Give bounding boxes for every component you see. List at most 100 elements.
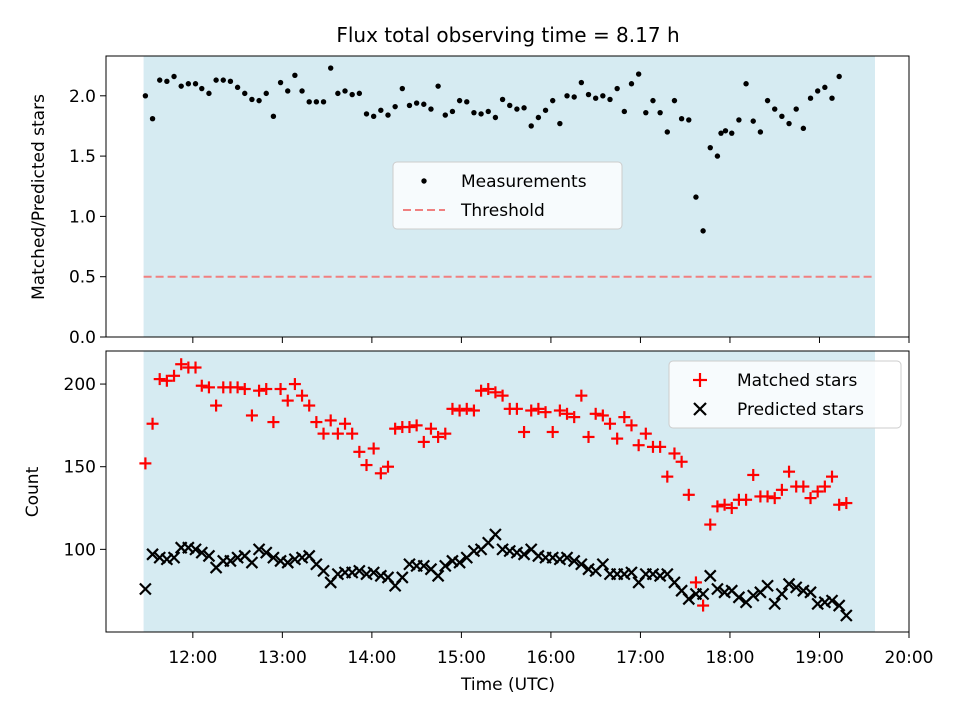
measurement-point [157, 77, 163, 83]
predicted-star-point [146, 548, 159, 561]
bottom-legend: Matched stars Predicted stars [668, 360, 902, 429]
matched-star-point [697, 599, 710, 612]
predicted-star-point [832, 599, 846, 612]
measurement-point [220, 77, 226, 83]
measurement-point [628, 81, 635, 87]
measurement-point [342, 88, 348, 94]
matched-star-point [168, 369, 181, 382]
measurement-point [793, 106, 799, 112]
matched-star-point [195, 379, 208, 392]
matched-star-point [346, 427, 359, 440]
measurement-point [707, 144, 713, 151]
predicted-star-point [696, 587, 710, 601]
matched-star-point [632, 439, 645, 452]
measurement-point [199, 85, 205, 92]
predicted-star-point [560, 551, 574, 564]
matched-star-point [747, 468, 760, 481]
matched-star-point [324, 414, 337, 427]
bottom-panel: 100 150 200 12:00 13:00 14:00 15:00 16:00 17:00… [23, 350, 934, 695]
measurement-point [535, 114, 542, 121]
measurement-point [700, 228, 706, 234]
measurement-point [285, 88, 291, 94]
measurement-point [471, 109, 477, 116]
legend-measurements-label: Measurements [461, 172, 587, 192]
measurement-point [256, 97, 262, 104]
measurement-point [507, 102, 513, 109]
predicted-star-point [396, 571, 409, 584]
measurement-point [277, 79, 284, 86]
matched-star-point [604, 417, 617, 430]
measurement-point [722, 128, 729, 134]
predicted-star-point [367, 566, 380, 579]
predicted-star-point [281, 556, 295, 569]
matched-star-point [417, 435, 430, 448]
predicted-star-point [189, 543, 202, 556]
matched-star-point [489, 386, 502, 399]
matched-star-point [704, 518, 717, 531]
matched-star-point [189, 361, 202, 374]
predicted-star-point [711, 582, 724, 596]
measurement-point [206, 90, 212, 97]
matched-star-point [303, 399, 316, 412]
matched-star-point [296, 389, 309, 402]
matched-star-point [654, 440, 667, 453]
measurement-point [521, 105, 527, 111]
matched-star-point [439, 427, 452, 440]
matched-star-point [238, 383, 251, 396]
measurement-point [185, 81, 192, 87]
matched-star-point [446, 402, 459, 415]
matched-star-point [518, 425, 531, 438]
measurement-point [178, 83, 184, 89]
matched-star-point [160, 374, 173, 387]
bottom-x-ticks: 12:00 13:00 14:00 15:00 16:00 17:00 18:00 19:00… [168, 632, 934, 668]
bottom-y-axis-label: Count [23, 466, 43, 517]
predicted-star-point [804, 586, 817, 599]
measurement-point [485, 108, 491, 115]
bottom-y-ticks: 100 150 200 [64, 375, 106, 560]
matched-star-point [281, 394, 294, 407]
predicted-star-point [761, 579, 774, 592]
matched-star-point [510, 402, 523, 415]
measurement-point [428, 106, 434, 112]
measurement-point [164, 78, 170, 85]
matched-star-point [811, 485, 824, 498]
x-tick-label: 19:00 [795, 648, 844, 668]
measurement-point [750, 118, 756, 124]
measurement-point [234, 84, 241, 91]
measurement-point [456, 97, 463, 104]
measurement-point [557, 120, 563, 127]
measurement-point [213, 77, 219, 83]
x-tick-label: 13:00 [258, 648, 307, 668]
measurement-point [413, 100, 420, 106]
bottom-legend-box [668, 360, 902, 429]
top-x-ticks [192, 337, 910, 343]
matched-star-point [139, 457, 152, 470]
x-tick-label: 14:00 [347, 648, 396, 668]
measurement-point [227, 78, 234, 85]
predicted-star-point [567, 554, 581, 568]
measurement-point [464, 99, 470, 105]
matched-star-point [202, 381, 215, 394]
matched-star-point [833, 498, 846, 511]
matched-star-point [245, 409, 258, 422]
measurement-point [514, 106, 520, 112]
x-tick-label: 17:00 [616, 648, 665, 668]
matched-star-point [467, 404, 480, 417]
x-tick-label: 18:00 [705, 648, 754, 668]
matched-star-point [761, 490, 774, 503]
predicted-star-point [732, 591, 746, 604]
matched-star-point [496, 389, 509, 402]
predicted-star-point [252, 543, 266, 556]
measurement-point [249, 96, 255, 103]
measurement-point [327, 65, 334, 71]
predicted-star-point [195, 546, 209, 559]
matched-star-point [274, 383, 287, 396]
legend-threshold-label: Threshold [460, 201, 545, 221]
predicted-star-point [682, 592, 696, 606]
predicted-star-point [746, 589, 760, 602]
matched-star-point [260, 383, 273, 396]
top-legend: Measurements Threshold [392, 161, 623, 230]
top-panel: 0.00.51.01.52.0 Matched/Predicted stars … [29, 55, 910, 348]
measurement-point [614, 85, 620, 92]
matched-star-point [374, 467, 387, 480]
